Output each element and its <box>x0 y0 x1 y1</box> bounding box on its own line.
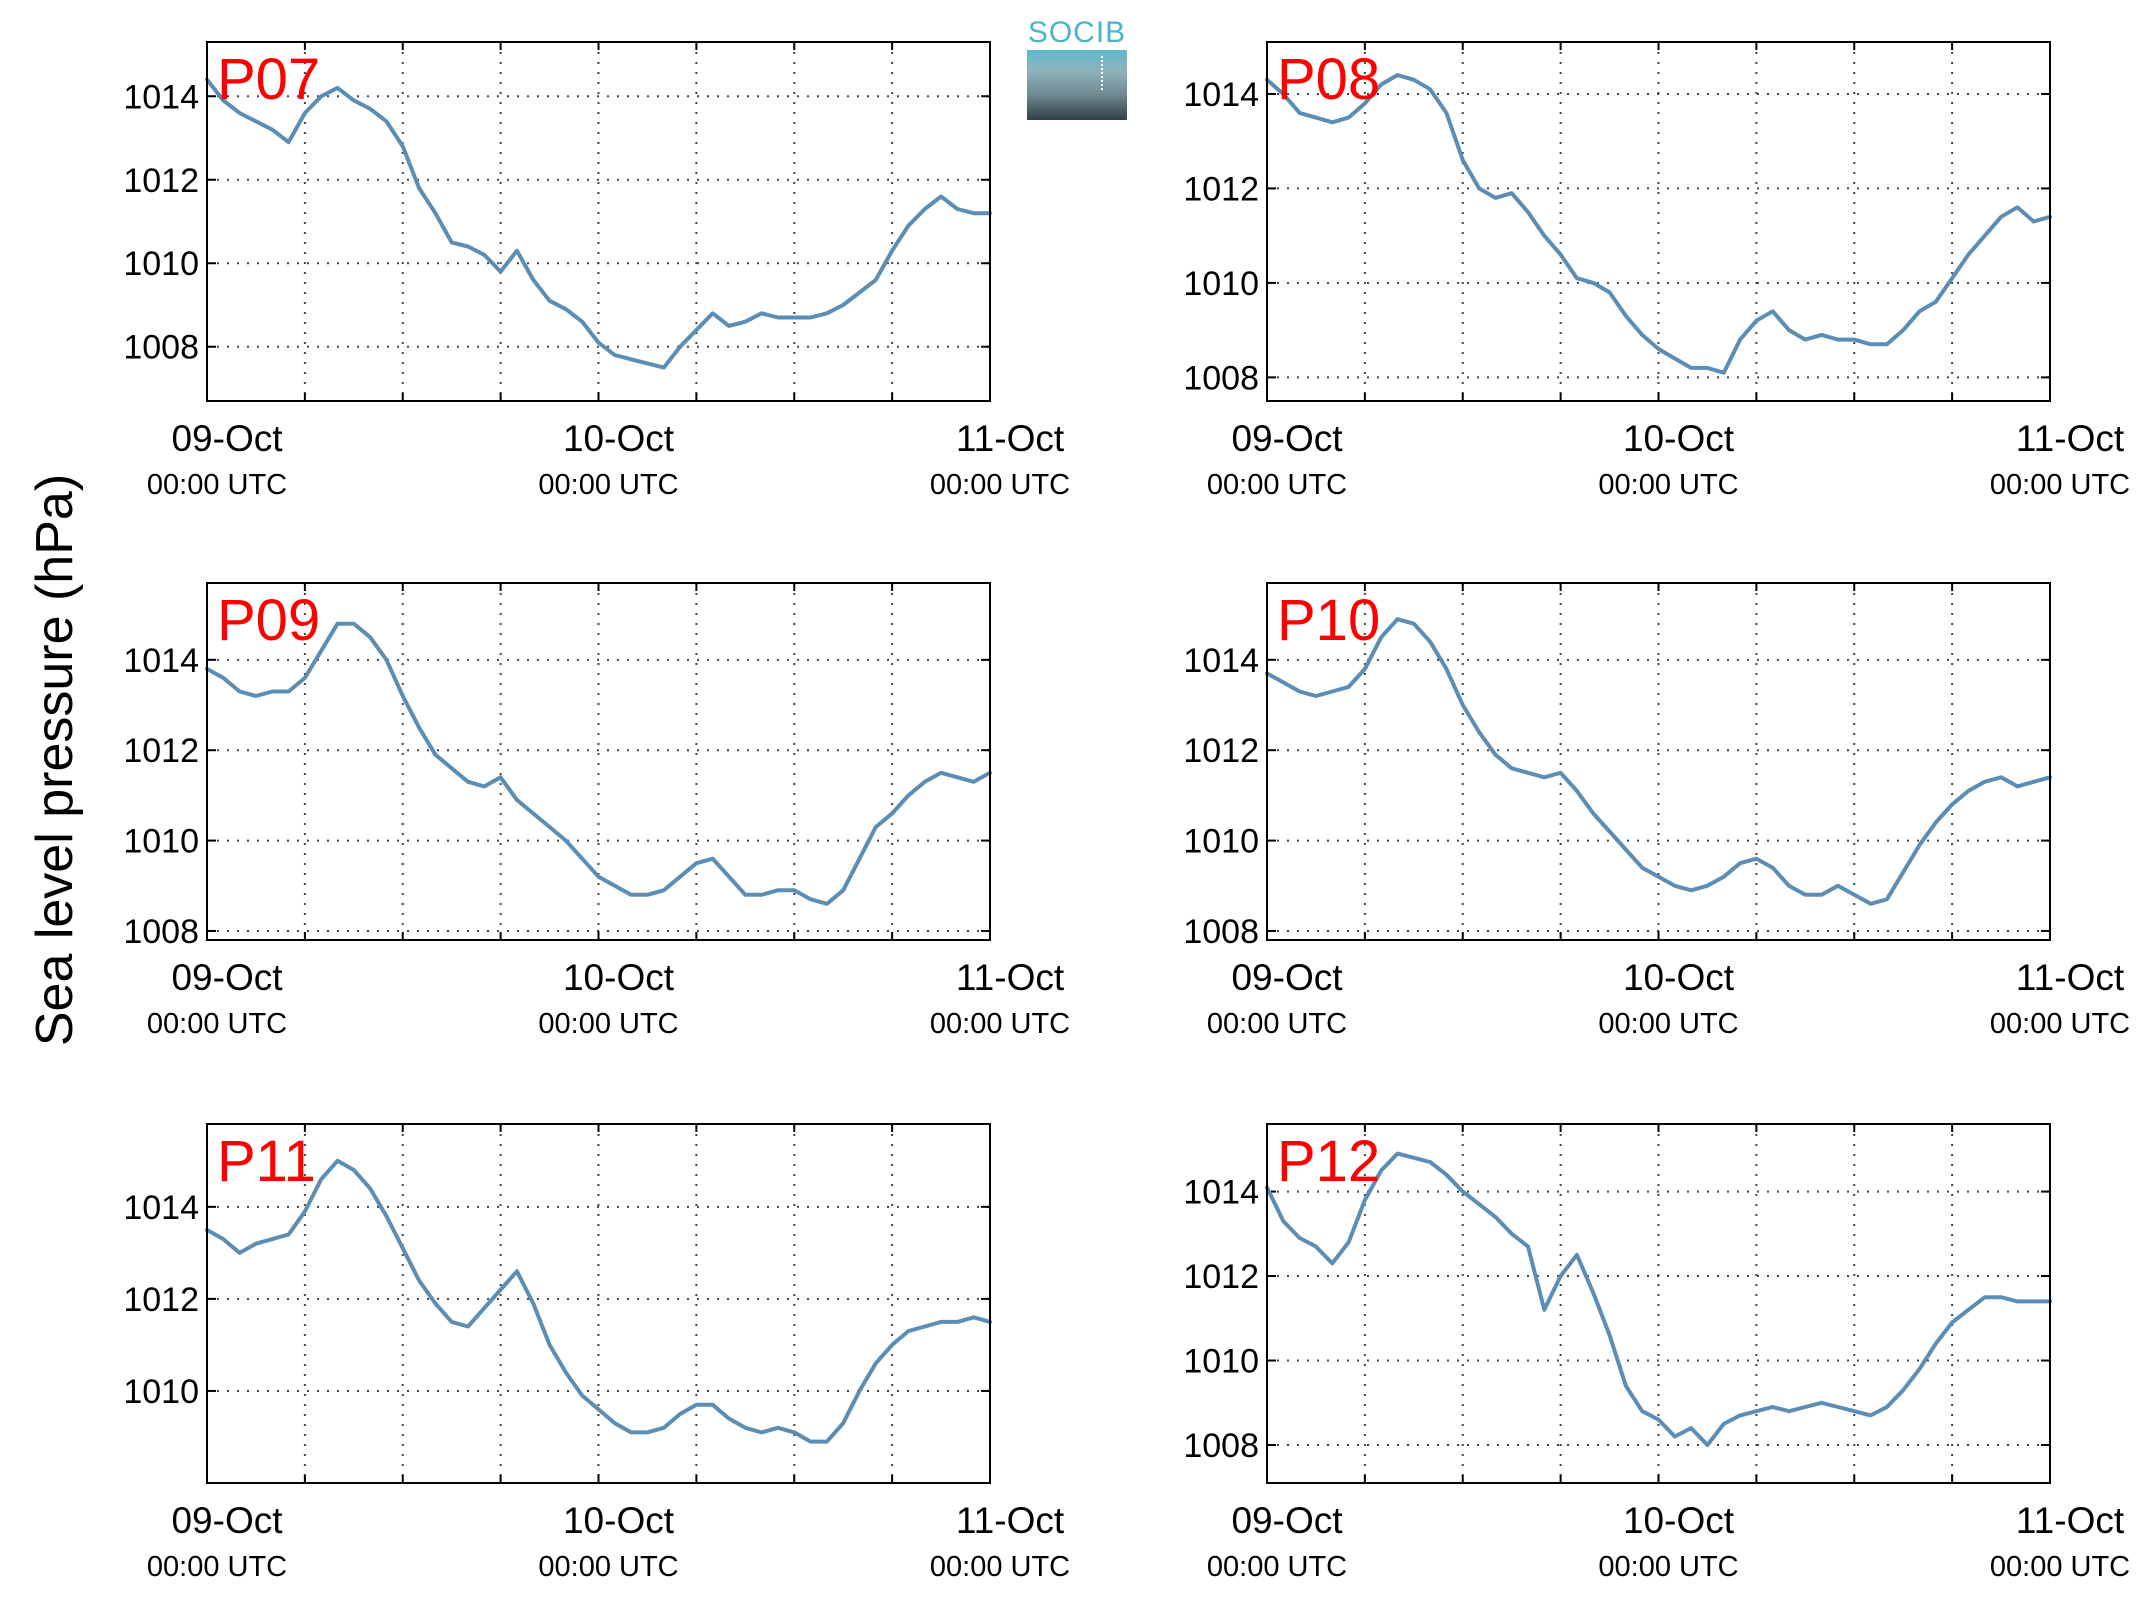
y-tick-label: 1014 <box>1183 76 1259 114</box>
y-tick-label: 1012 <box>123 1281 199 1319</box>
x-tick-label-date: 09-Oct <box>1231 957 1343 998</box>
series-line-p10 <box>1265 617 2052 906</box>
chart-panel-p09: 1008 1010 1012 1014 09-Oct 00:00 UTC 10-Oct 00:… <box>123 582 1070 1040</box>
x-tick-label-date: 11-Oct <box>2016 418 2125 459</box>
x-tick-label-date: 10-Oct <box>563 1500 675 1541</box>
axes-frame <box>1266 582 2051 941</box>
x-tick-label-date: 09-Oct <box>1231 1500 1343 1541</box>
y-tick-label: 1008 <box>123 329 199 367</box>
y-tick-label: 1012 <box>123 162 199 200</box>
x-tick-label-time: 00:00 UTC <box>930 1008 1070 1040</box>
y-tick-label: 1012 <box>1183 1258 1259 1296</box>
x-tick-label-time: 00:00 UTC <box>1990 1008 2130 1040</box>
series-line-p12 <box>1265 1151 2052 1447</box>
x-tick-label-time: 00:00 UTC <box>147 469 287 501</box>
x-tick-label-time: 00:00 UTC <box>538 469 678 501</box>
y-tick-label: 1012 <box>1183 170 1259 208</box>
station-label: P07 <box>217 47 320 112</box>
logo-dotted-line <box>1101 56 1103 90</box>
y-tick-label: 1008 <box>1183 913 1259 951</box>
x-tick-label-date: 11-Oct <box>956 1500 1065 1541</box>
x-tick-label-date: 10-Oct <box>1623 957 1735 998</box>
x-tick-label-date: 09-Oct <box>171 418 283 459</box>
y-tick-label: 1008 <box>123 913 199 951</box>
x-tick-label-time: 00:00 UTC <box>1207 469 1347 501</box>
x-tick-label-date: 09-Oct <box>171 1500 283 1541</box>
axes-frame <box>1266 41 2051 402</box>
x-tick-label-date: 10-Oct <box>563 957 675 998</box>
x-tick-label-date: 09-Oct <box>1231 418 1343 459</box>
x-tick-label-time: 00:00 UTC <box>147 1551 287 1583</box>
series-line-p08 <box>1265 73 2052 375</box>
y-tick-label: 1014 <box>123 78 199 116</box>
y-tick-label: 1012 <box>1183 732 1259 770</box>
chart-panel-p08: 1008 1010 1012 1014 09-Oct 00:00 UTC 10-Oct 00:… <box>1183 41 2130 501</box>
station-label: P09 <box>217 588 320 653</box>
x-tick-label-time: 00:00 UTC <box>538 1551 678 1583</box>
chart-panel-p12: 1008 1010 1012 1014 09-Oct 00:00 UTC 10-Oct 00:… <box>1183 1123 2130 1583</box>
x-tick-label-time: 00:00 UTC <box>930 469 1070 501</box>
x-tick-label-time: 00:00 UTC <box>1598 1008 1738 1040</box>
x-tick-label-time: 00:00 UTC <box>1207 1008 1347 1040</box>
logo-text: SOCIB <box>1027 16 1127 49</box>
axes-frame <box>206 41 991 402</box>
y-tick-label: 1008 <box>1183 1427 1259 1465</box>
station-label: P12 <box>1277 1129 1380 1194</box>
station-label: P10 <box>1277 588 1380 653</box>
logo-wave-icon <box>1027 50 1127 120</box>
station-label: P11 <box>217 1129 316 1194</box>
x-tick-label-date: 10-Oct <box>1623 418 1735 459</box>
series-line-p09 <box>205 621 992 906</box>
y-tick-label: 1010 <box>123 1373 199 1411</box>
x-tick-label-date: 11-Oct <box>2016 957 2125 998</box>
x-tick-label-time: 00:00 UTC <box>1990 1551 2130 1583</box>
x-tick-label-date: 10-Oct <box>1623 1500 1735 1541</box>
x-tick-label-date: 09-Oct <box>171 957 283 998</box>
y-tick-label: 1010 <box>123 245 199 283</box>
y-tick-label: 1010 <box>1183 1343 1259 1381</box>
chart-panel-p07: 1008 1010 1012 1014 09-Oct 00:00 UTC 10-Oct 00:… <box>123 41 1070 501</box>
y-tick-label: 1014 <box>1183 1174 1259 1212</box>
y-tick-label: 1014 <box>1183 642 1259 680</box>
x-tick-label-date: 11-Oct <box>956 957 1065 998</box>
shared-y-axis-label: Sea level pressure (hPa) <box>26 473 84 1047</box>
y-tick-label: 1010 <box>1183 823 1259 861</box>
x-tick-label-time: 00:00 UTC <box>1598 469 1738 501</box>
y-tick-label: 1012 <box>123 732 199 770</box>
x-tick-label-time: 00:00 UTC <box>538 1008 678 1040</box>
y-tick-label: 1014 <box>123 642 199 680</box>
socib-logo: SOCIB <box>1027 18 1127 122</box>
x-tick-label-date: 11-Oct <box>956 418 1065 459</box>
x-tick-label-time: 00:00 UTC <box>147 1008 287 1040</box>
x-tick-label-time: 00:00 UTC <box>930 1551 1070 1583</box>
station-label: P08 <box>1277 47 1380 112</box>
y-tick-label: 1010 <box>123 823 199 861</box>
series-line-p07 <box>205 77 992 370</box>
y-tick-label: 1010 <box>1183 265 1259 303</box>
y-tick-label: 1008 <box>1183 359 1259 397</box>
x-tick-label-date: 10-Oct <box>563 418 675 459</box>
x-tick-label-time: 00:00 UTC <box>1598 1551 1738 1583</box>
y-tick-label: 1014 <box>123 1189 199 1227</box>
x-tick-label-time: 00:00 UTC <box>1990 469 2130 501</box>
axes-frame <box>1266 1123 2051 1484</box>
axes-frame <box>206 1123 991 1484</box>
x-tick-label-date: 11-Oct <box>2016 1500 2125 1541</box>
x-tick-label-time: 00:00 UTC <box>1207 1551 1347 1583</box>
series-line-p11 <box>205 1158 992 1444</box>
chart-panel-p10: 1008 1010 1012 1014 09-Oct 00:00 UTC 10-Oct 00:… <box>1183 582 2130 1040</box>
axes-frame <box>206 582 991 941</box>
chart-panel-p11: 1010 1012 1014 09-Oct 00:00 UTC 10-Oct 00:00 U… <box>123 1123 1070 1583</box>
